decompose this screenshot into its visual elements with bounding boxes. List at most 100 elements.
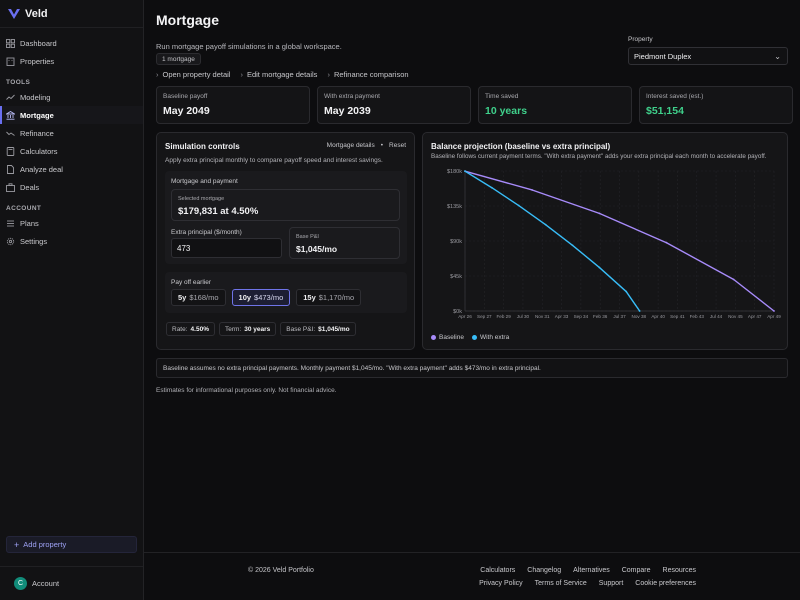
sidebar-item-dashboard[interactable]: Dashboard	[0, 34, 143, 52]
chip-label: Rate:	[172, 325, 188, 333]
series-line-with-extra	[464, 170, 641, 312]
y-tick-label: $90k	[450, 239, 462, 245]
footer-link-calculators[interactable]: Calculators	[480, 567, 516, 574]
summary-chips: Rate: 4.50% Term: 30 years Base P&I: $1,045…	[166, 322, 356, 336]
footer-link-alternatives[interactable]: Alternatives	[573, 567, 610, 574]
sidebar-item-calculators[interactable]: Calculators	[0, 142, 143, 160]
property-select[interactable]: Piedmont Duplex ⌄	[628, 47, 788, 65]
dashboard-icon	[6, 38, 15, 48]
separator-dot: •	[380, 142, 384, 149]
data-point	[464, 170, 466, 173]
x-tick-label: Nov 31	[535, 314, 550, 319]
x-tick-label: Apr 26	[458, 314, 472, 319]
mortgage-count-badge: 1 mortgage	[156, 53, 201, 65]
reset-button[interactable]: Reset	[389, 142, 406, 149]
open-property-detail-link[interactable]: › Open property detail	[156, 70, 230, 79]
footer-link-changelog[interactable]: Changelog	[527, 567, 562, 574]
legend-item-with-extra[interactable]: With extra	[471, 334, 510, 341]
option-term: 15y	[303, 293, 316, 302]
chart-legend: Baseline With extra	[431, 334, 509, 341]
data-point	[598, 266, 601, 269]
legend-label: With extra	[479, 334, 510, 341]
sim-actions: Mortgage details • Reset	[327, 142, 406, 149]
option-amount: $473/mo	[254, 293, 284, 302]
sidebar-item-analyze-deal[interactable]: Analyze deal	[0, 160, 143, 178]
footer-link-terms[interactable]: Terms of Service	[534, 580, 587, 587]
chevron-right-icon: ›	[156, 70, 159, 79]
stat-label: Baseline payoff	[163, 93, 208, 100]
account-section-header: ACCOUNT	[6, 205, 42, 212]
data-point	[732, 278, 735, 281]
legend-item-baseline[interactable]: Baseline	[431, 334, 464, 341]
data-point	[625, 290, 628, 293]
option-term: 10y	[238, 293, 252, 302]
edit-mortgage-details-link[interactable]: › Edit mortgage details	[240, 70, 317, 79]
sidebar-item-settings[interactable]: Settings	[0, 232, 143, 250]
chevron-right-icon: ›	[240, 70, 243, 79]
sidebar-nav: Dashboard Properties TOOLS Modeling Mort…	[0, 28, 143, 250]
add-property-label: Add property	[23, 540, 67, 549]
quick-links: › Open property detail › Edit mortgage det…	[156, 70, 409, 79]
mortgage-details-link[interactable]: Mortgage details	[326, 142, 375, 149]
payoff-option-15y[interactable]: 15y $1,170/mo	[296, 289, 362, 306]
legend-swatch	[431, 335, 436, 340]
x-tick-label: Apr 47	[748, 314, 762, 319]
add-property-button[interactable]: + Add property	[6, 536, 137, 553]
footer-link-cookies[interactable]: Cookie preferences	[635, 580, 696, 587]
account-menu[interactable]: C Account	[0, 566, 143, 600]
sim-header: Simulation controls Mortgage details • R…	[165, 142, 406, 152]
sidebar-item-label: Refinance	[20, 128, 54, 138]
sidebar-item-modeling[interactable]: Modeling	[0, 88, 143, 106]
sidebar-item-label: Mortgage	[20, 110, 54, 120]
document-icon	[6, 164, 15, 174]
footer-link-support[interactable]: Support	[598, 580, 624, 587]
property-select-label: Property	[628, 36, 653, 43]
footer-links-row-2: Privacy Policy Terms of Service Support …	[479, 580, 696, 587]
footer-link-resources[interactable]: Resources	[662, 567, 696, 574]
data-point	[531, 189, 534, 191]
data-point	[598, 212, 601, 215]
refinance-comparison-link[interactable]: › Refinance comparison	[327, 70, 408, 79]
selected-mortgage-card[interactable]: Selected mortgage $179,831 at 4.50%	[171, 189, 400, 221]
property-select-value: Piedmont Duplex	[634, 51, 692, 61]
sidebar-item-plans[interactable]: Plans	[0, 214, 143, 232]
sidebar-item-properties[interactable]: Properties	[0, 52, 143, 70]
footer-link-compare[interactable]: Compare	[621, 567, 651, 574]
payoff-option-5y[interactable]: 5y $168/mo	[171, 289, 226, 306]
copyright: © 2026 Veld Portfolio	[248, 567, 314, 574]
y-tick-label: $135k	[447, 204, 462, 210]
data-point	[571, 244, 574, 247]
sidebar-item-label: Properties	[20, 56, 55, 66]
bank-icon	[6, 110, 15, 120]
extra-principal-label: Extra principal ($/month)	[171, 229, 242, 236]
x-tick-label: Jul 37	[613, 314, 626, 319]
x-tick-label: Sep 41	[670, 314, 685, 319]
chip-value: 30 years	[244, 325, 271, 333]
building-icon	[6, 57, 15, 66]
sidebar-item-label: Analyze deal	[20, 164, 63, 174]
sidebar-item-mortgage[interactable]: Mortgage	[0, 106, 143, 124]
base-pi-chip: Base P&I: $1,045/mo	[280, 322, 356, 336]
sidebar-item-label: Settings	[20, 236, 48, 246]
extra-principal-input[interactable]: 473	[171, 238, 282, 258]
x-tick-label: Feb 29	[496, 314, 511, 319]
payoff-option-10y[interactable]: 10y $473/mo	[231, 289, 291, 306]
brand[interactable]: Veld	[0, 0, 143, 28]
footer-link-privacy[interactable]: Privacy Policy	[479, 580, 523, 587]
x-tick-label: Apr 40	[651, 314, 665, 319]
sidebar-item-refinance[interactable]: Refinance	[0, 124, 143, 142]
app-name: Veld	[25, 7, 48, 20]
page-subtitle: Run mortgage payoff simulations in a glo…	[156, 42, 342, 51]
balance-chart[interactable]: Apr 26 Sep 27 Feb 29 Jul 30 Nov 31 Apr 33 Sep …	[423, 133, 789, 333]
stat-label: Time saved	[485, 93, 519, 100]
option-term: 5y	[178, 293, 187, 302]
x-tick-label: Jul 44	[710, 314, 723, 319]
stat-card-with-extra-payment: With extra payment May 2039	[317, 86, 471, 124]
sim-description: Apply extra principal monthly to compare…	[165, 157, 383, 164]
sidebar-item-deals[interactable]: Deals	[0, 178, 143, 196]
option-amount: $168/mo	[189, 293, 219, 302]
page-title: Mortgage	[156, 12, 219, 28]
summary-stats: Baseline payoff May 2049 With extra paym…	[156, 86, 793, 124]
x-tick-label: Feb 43	[690, 314, 705, 319]
x-tick-label: Sep 34	[574, 314, 589, 319]
